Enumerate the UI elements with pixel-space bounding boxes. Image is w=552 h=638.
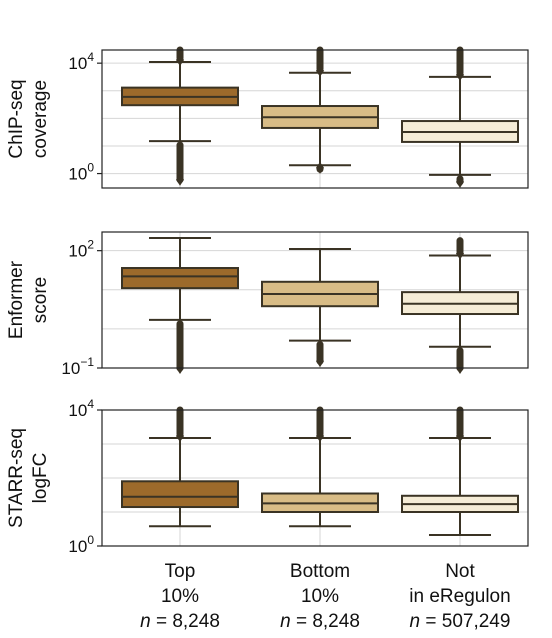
y-axis-label: STARR-seq — [6, 428, 27, 528]
box-1 — [121, 406, 239, 528]
box-1 — [121, 46, 239, 186]
x-category-label: in eRegulon — [409, 586, 510, 607]
panel-3: 104 100 STARR-seq logFC — [6, 397, 529, 556]
box-2 — [261, 248, 379, 368]
x-category-count: n = 507,249 — [410, 611, 511, 632]
x-category-label: 10% — [161, 586, 199, 607]
panel-2: 102 10−1 Enformer score — [6, 231, 529, 378]
box-1 — [121, 237, 239, 374]
x-category-count: n = 8,248 — [280, 611, 360, 632]
x-category-count: n = 8,248 — [140, 611, 220, 632]
x-category-label: Not — [445, 561, 475, 582]
outlier-marker — [316, 355, 324, 368]
y-tick-label: 100 — [68, 161, 94, 184]
plot-frame — [101, 49, 529, 189]
box-iqr — [121, 480, 239, 509]
x-category-label: Top — [165, 561, 196, 582]
outlier-marker — [176, 173, 184, 186]
box-3 — [401, 237, 519, 374]
box-iqr — [121, 267, 239, 290]
plot-frame — [101, 409, 529, 547]
y-tick-label: 104 — [68, 50, 94, 73]
outlier-marker — [456, 175, 464, 188]
y-axis-label: logFC — [30, 453, 51, 504]
plot-frame — [101, 231, 529, 369]
x-axis-labels: Top 10% n = 8,248 Bottom 10% n = 8,248 Not in e… — [140, 561, 511, 632]
x-category-label: Bottom — [290, 561, 350, 582]
y-tick-label: 10−1 — [61, 355, 94, 378]
box-2 — [261, 46, 379, 174]
box-3 — [401, 46, 519, 188]
y-tick-label: 104 — [68, 397, 94, 420]
y-tick-label: 102 — [68, 238, 94, 261]
y-axis-label: coverage — [30, 80, 51, 158]
panel-1: 100 104 ChIP-seq coverage — [6, 46, 529, 189]
y-axis-label: Enformer — [6, 260, 27, 339]
y-tick-label: 100 — [68, 533, 94, 556]
x-category-label: 10% — [301, 586, 339, 607]
box-3 — [401, 406, 519, 537]
box-2 — [261, 406, 379, 528]
y-axis-label: ChIP-seq — [6, 79, 27, 158]
y-axis-label: score — [30, 277, 51, 323]
